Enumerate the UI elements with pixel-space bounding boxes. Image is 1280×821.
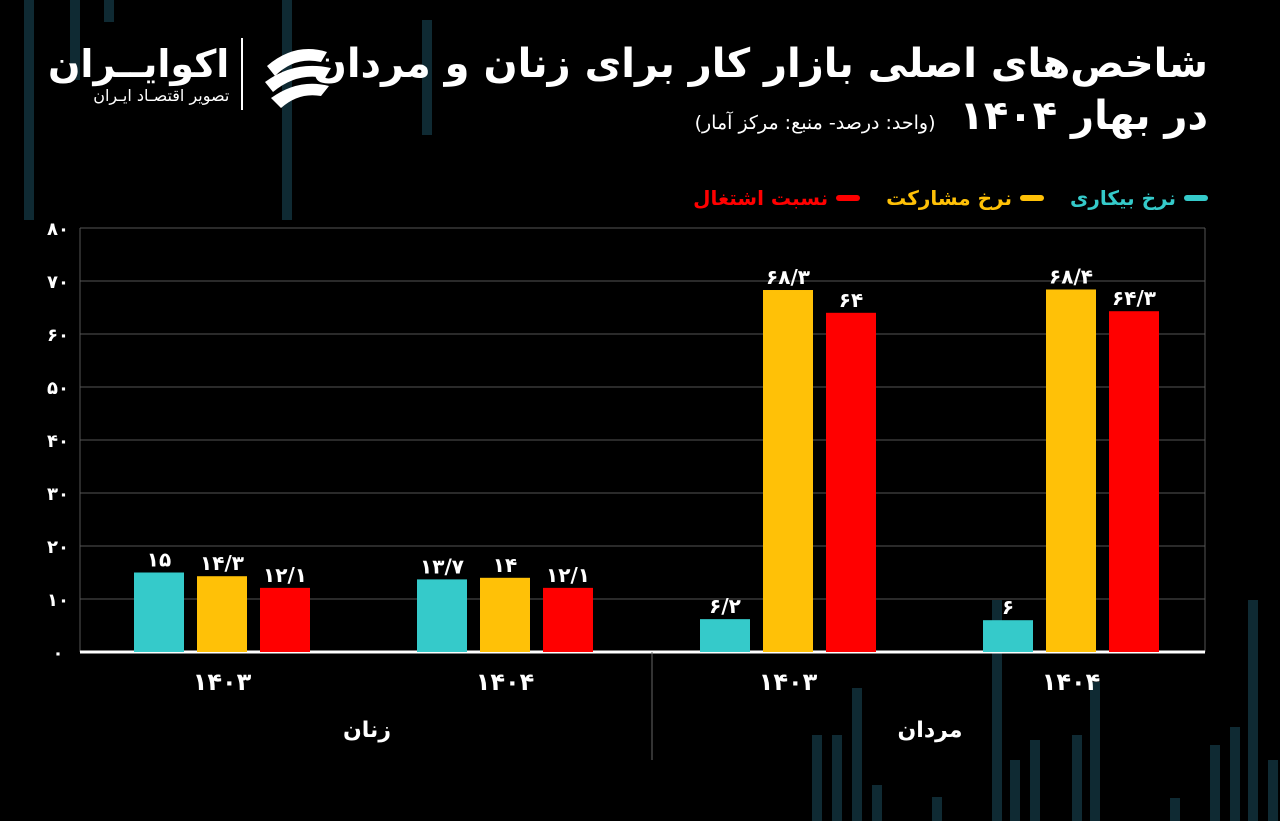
x-category-label: ۱۴۰۳ (759, 668, 818, 696)
legend-item-employment: نسبت اشتغال (693, 186, 861, 210)
logo: اکوایــران تصویر اقتصـاد ایـران (48, 32, 339, 116)
y-tick-label: ۸۰ (47, 219, 69, 240)
y-tick-label: ۱۰ (47, 590, 69, 611)
data-label: ۶۸/۴ (1049, 264, 1093, 288)
data-label: ۱۲/۱ (546, 563, 590, 587)
x-category-label: ۱۴۰۴ (476, 668, 535, 696)
x-category-label: ۱۴۰۳ (193, 668, 252, 696)
data-label: ۶ (1002, 595, 1014, 619)
y-tick-label: ۶۰ (47, 325, 69, 346)
bar (260, 587, 310, 652)
bar (826, 312, 876, 652)
data-label: ۱۳/۷ (420, 554, 464, 578)
data-label: ۶۴/۳ (1112, 286, 1156, 310)
legend-label-employment: نسبت اشتغال (693, 186, 829, 210)
legend-swatch-employment (836, 195, 861, 201)
legend: نرخ بیکاری نرخ مشارکت نسبت اشتغال (693, 186, 1208, 210)
chart-title: شاخص‌های اصلی بازار کار برای زنان و مردا… (312, 41, 1208, 87)
y-tick-label: ۳۰ (47, 484, 69, 505)
data-label: ۱۵ (147, 548, 171, 572)
bar (983, 620, 1033, 652)
y-tick-label: ۴۰ (47, 431, 69, 452)
y-tick-label: ۵۰ (47, 378, 69, 399)
group-label-men: مردان (898, 718, 963, 743)
bar (1109, 311, 1159, 652)
bar (197, 576, 247, 652)
data-label: ۱۴ (493, 553, 517, 577)
legend-swatch-participation (1020, 195, 1044, 201)
logo-tagline: تصویر اقتصـاد ایـران (93, 86, 230, 105)
legend-label-unemployment: نرخ بیکاری (1070, 186, 1176, 210)
chart-title-block: شاخص‌های اصلی بازار کار برای زنان و مردا… (313, 38, 1208, 149)
bar (134, 572, 184, 652)
bar (543, 587, 593, 652)
data-label: ۱۴/۳ (200, 551, 244, 575)
chart-title-season: در بهار ۱۴۰۴ (959, 93, 1208, 139)
bar (480, 577, 530, 652)
ekoiran-logo-icon (265, 49, 332, 108)
data-label: ۶۴ (839, 288, 863, 312)
y-tick-label: ۰ (53, 643, 64, 664)
data-label: ۱۲/۱ (263, 563, 307, 587)
chart-title-line2: در بهار ۱۴۰۴ (واحد: درصد- منبع: مرکز آما… (313, 90, 1208, 149)
x-category-label: ۱۴۰۴ (1042, 668, 1101, 696)
logo-divider (241, 38, 244, 110)
logo-name: اکوایــران (48, 42, 230, 86)
chart-subtitle: (واحد: درصد- منبع: مرکز آمار) (694, 112, 936, 134)
legend-label-participation: نرخ مشارکت (886, 186, 1012, 210)
y-tick-label: ۷۰ (47, 272, 69, 293)
bar (763, 290, 813, 652)
y-tick-label: ۲۰ (47, 537, 69, 558)
legend-swatch-unemployment (1184, 195, 1208, 201)
group-label-women: زنان (343, 718, 391, 743)
legend-item-unemployment: نرخ بیکاری (1070, 186, 1208, 210)
bar (700, 619, 750, 652)
data-label: ۶/۲ (709, 594, 741, 618)
legend-item-participation: نرخ مشارکت (886, 186, 1044, 210)
logo-text: اکوایــران تصویر اقتصـاد ایـران (48, 42, 229, 106)
bar (417, 579, 467, 652)
bar (1046, 289, 1096, 652)
data-label: ۶۸/۳ (766, 265, 810, 289)
